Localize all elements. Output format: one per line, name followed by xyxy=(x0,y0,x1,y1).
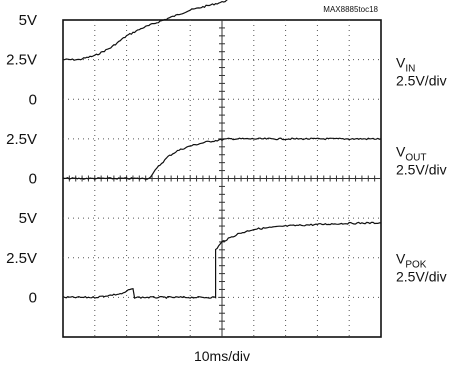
y-tick-labels: 5V 2.5V 0 2.5V 0 5V 2.5V 0 xyxy=(6,12,37,306)
channel-scale: 2.5V/div xyxy=(396,73,447,89)
x-axis-label: 10ms/div xyxy=(194,348,250,364)
traces xyxy=(62,0,382,300)
channel-name-main: V xyxy=(396,251,406,267)
trace-pok xyxy=(62,221,381,300)
y-tick-label: 0 xyxy=(29,171,37,188)
channel-name: VPOK xyxy=(396,251,427,271)
trace-in xyxy=(62,0,228,61)
y-tick-label: 2.5V xyxy=(6,250,37,267)
channel-name-sub: POK xyxy=(405,260,426,271)
y-tick-label: 2.5V xyxy=(6,52,37,69)
channel-scale: 2.5V/div xyxy=(396,269,447,285)
y-tick-label: 0 xyxy=(29,289,37,306)
y-tick-label: 0 xyxy=(29,91,37,108)
figure-id: MAX8885toc18 xyxy=(323,5,378,14)
channel-name: VOUT xyxy=(396,144,426,164)
channel-scale: 2.5V/div xyxy=(396,162,447,178)
trace-out xyxy=(62,137,382,180)
y-tick-label: 5V xyxy=(19,12,37,29)
y-tick-label: 2.5V xyxy=(6,131,37,148)
channel-name-sub: IN xyxy=(405,64,415,75)
channel-name-main: V xyxy=(396,55,406,71)
y-tick-label: 5V xyxy=(19,210,37,227)
channel-name-main: V xyxy=(396,144,406,160)
channel-name: VIN xyxy=(396,55,415,75)
channel-name-sub: OUT xyxy=(405,153,426,164)
